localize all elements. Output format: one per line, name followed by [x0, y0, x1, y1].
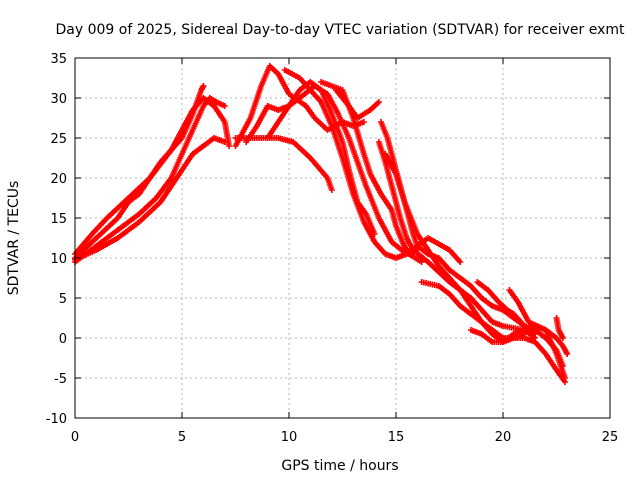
data-point: [559, 335, 566, 341]
series-track-9: [281, 67, 421, 261]
y-tick-label: 25: [50, 132, 67, 147]
data-point: [226, 143, 233, 149]
series-track-19: [467, 327, 528, 345]
series-track-4: [72, 135, 228, 263]
data-point: [562, 379, 569, 385]
y-tick-label: 15: [50, 212, 67, 227]
y-tick-label: -10: [46, 412, 67, 427]
x-tick-label: 25: [602, 430, 619, 445]
plot-frame: [74, 57, 611, 419]
y-tick-label: 20: [50, 172, 67, 187]
series-track-5: [232, 135, 335, 193]
data-point: [328, 187, 335, 193]
chart-title: Day 009 of 2025, Sidereal Day-to-day VTE…: [56, 22, 626, 38]
data-series: [72, 63, 571, 385]
data-point: [200, 83, 207, 89]
series-track-3: [72, 95, 233, 257]
data-point: [360, 119, 367, 125]
y-tick-label: 35: [50, 52, 67, 67]
data-point: [418, 259, 425, 265]
data-point: [457, 259, 464, 265]
x-tick-label: 0: [71, 430, 79, 445]
data-point: [559, 363, 566, 369]
x-tick-label: 15: [388, 430, 405, 445]
y-tick-label: 30: [50, 92, 67, 107]
y-tick-label: -5: [54, 372, 67, 387]
data-point: [221, 103, 228, 109]
series-track-8: [264, 83, 464, 265]
y-tick-label: 10: [50, 252, 67, 267]
series-track-14: [382, 151, 539, 345]
series-track-11: [333, 87, 382, 121]
x-axis-label: GPS time / hours: [281, 458, 398, 474]
y-tick-label: 0: [59, 332, 67, 347]
x-tick-label: 10: [281, 430, 298, 445]
data-point: [375, 99, 382, 105]
x-tick-label: 20: [495, 430, 512, 445]
data-point: [564, 351, 571, 357]
grid-lines: [75, 58, 610, 418]
series-track-17: [506, 287, 571, 357]
data-point: [521, 331, 528, 337]
axis-ticks: 0 5 10 15 20 25 -10 -5 0 5 10 15 20 25 30 35: [46, 52, 619, 445]
x-tick-label: 5: [178, 430, 186, 445]
series-track-18: [553, 315, 566, 341]
data-point: [221, 139, 228, 145]
y-tick-label: 5: [59, 292, 67, 307]
y-axis-label: SDTVAR / TECUs: [6, 181, 22, 296]
